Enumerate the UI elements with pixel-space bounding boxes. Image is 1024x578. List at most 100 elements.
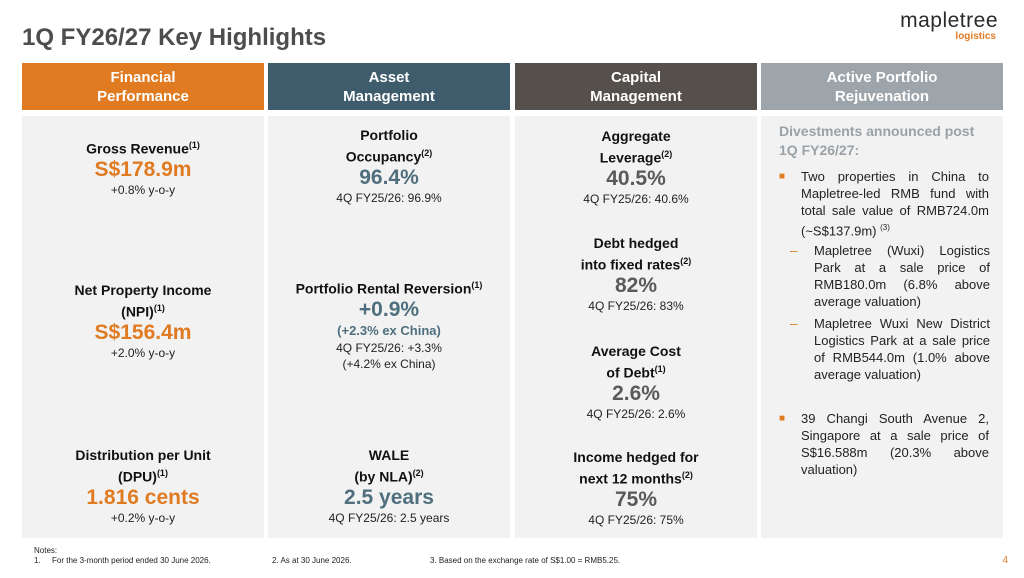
wale-metric: WALE (by NLA)(2) 2.5 years 4Q FY25/26: 2.… bbox=[268, 446, 510, 526]
npi-metric: Net Property Income (NPI)(1) S$156.4m +2.… bbox=[22, 281, 264, 361]
sub-bullet-text: Mapletree (Wuxi) Logistics Park at a sal… bbox=[814, 243, 990, 309]
metric-value: 1.816 cents bbox=[86, 485, 200, 509]
page-number: 4 bbox=[1002, 555, 1008, 566]
metric-comparison: 4Q FY25/26: 2.6% bbox=[586, 406, 686, 421]
footnote-ref: (1) bbox=[471, 280, 483, 290]
divestments-heading-line2: 1Q FY26/27: bbox=[779, 142, 860, 158]
metric-value: S$178.9m bbox=[94, 157, 192, 181]
metric-change: +0.8% y-o-y bbox=[110, 182, 176, 197]
metric-comparison: 4Q FY25/26: 83% bbox=[588, 298, 684, 313]
metric-comparison: 4Q FY25/26: 40.6% bbox=[583, 191, 689, 206]
logo-sub-text: logistics bbox=[955, 31, 996, 42]
note-3: 3. Based on the exchange rate of S$1.00 … bbox=[430, 556, 621, 565]
dpu-metric: Distribution per Unit (DPU)(1) 1.816 cent… bbox=[22, 446, 264, 526]
divestment-sub-bullet-wuxi-logistics: – Mapletree (Wuxi) Logistics Park at a s… bbox=[790, 242, 990, 310]
mapletree-logo: mapletree logistics bbox=[900, 10, 998, 42]
footnote-ref: (2) bbox=[681, 470, 693, 480]
bullet-text: Two properties in China to Mapletree-led… bbox=[801, 169, 989, 239]
divestment-bullet-china: ■ Two properties in China to Mapletree-l… bbox=[779, 168, 989, 239]
note-1: For the 3-month period ended 30 June 202… bbox=[52, 556, 211, 565]
dash-bullet-icon: – bbox=[790, 316, 798, 331]
income-hedged-metric: Income hedged for next 12 months(2) 75% 4… bbox=[515, 448, 757, 528]
metric-value: 96.4% bbox=[359, 165, 419, 189]
metric-value: S$156.4m bbox=[94, 320, 192, 344]
metric-value: 2.6% bbox=[612, 381, 660, 405]
metric-comparison: 4Q FY25/26: +3.3% bbox=[336, 340, 442, 355]
notes-section: Notes: bbox=[34, 545, 57, 556]
metric-value: 75% bbox=[614, 487, 658, 511]
divestments-heading-line1: Divestments announced post bbox=[779, 123, 975, 139]
footnote-ref: (3) bbox=[880, 223, 890, 232]
page-title: 1Q FY26/27 Key Highlights bbox=[22, 24, 327, 51]
metric-comparison-ex-china: (+4.2% ex China) bbox=[342, 356, 436, 371]
dash-bullet-icon: – bbox=[790, 243, 798, 258]
header-line2: Performance bbox=[97, 87, 189, 105]
metric-label-line2: Occupancy bbox=[345, 148, 422, 165]
financial-performance-panel: Gross Revenue(1) S$178.9m +0.8% y-o-y Ne… bbox=[22, 116, 264, 538]
header-line2: Management bbox=[343, 87, 435, 105]
metric-change: +2.0% y-o-y bbox=[110, 345, 176, 360]
metric-label-line1: Income hedged for bbox=[573, 449, 699, 465]
metric-label-line2: Leverage bbox=[599, 149, 662, 166]
footnote-ref: (2) bbox=[421, 148, 433, 158]
header-line1: Active Portfolio bbox=[826, 68, 938, 86]
metric-comparison: 4Q FY25/26: 96.9% bbox=[336, 190, 442, 205]
metric-ex-china: (+2.3% ex China) bbox=[337, 322, 441, 338]
divestment-sub-bullet-wuxi-new-district: – Mapletree Wuxi New District Logistics … bbox=[790, 315, 990, 383]
footnote-ref: (2) bbox=[412, 468, 424, 478]
metric-value: 40.5% bbox=[606, 166, 666, 190]
note-1-number: 1. bbox=[34, 556, 41, 565]
bullet-text: 39 Changi South Avenue 2, Singapore at a… bbox=[801, 411, 989, 477]
metric-label-line1: Net Property Income bbox=[74, 282, 212, 298]
footnote-ref: (1) bbox=[153, 303, 165, 313]
aggregate-leverage-metric: Aggregate Leverage(2) 40.5% 4Q FY25/26: 4… bbox=[515, 127, 757, 207]
metric-value: 82% bbox=[614, 273, 658, 297]
header-line1: Capital bbox=[610, 68, 661, 86]
metric-value: +0.9% bbox=[358, 297, 420, 321]
occupancy-metric: Portfolio Occupancy(2) 96.4% 4Q FY25/26: … bbox=[268, 126, 510, 206]
footnote-ref: (1) bbox=[188, 140, 200, 150]
header-line1: Financial bbox=[110, 68, 176, 86]
sub-bullet-text: Mapletree Wuxi New District Logistics Pa… bbox=[814, 316, 990, 382]
metric-label-line2: (by NLA) bbox=[354, 468, 413, 485]
asset-management-panel: Portfolio Occupancy(2) 96.4% 4Q FY25/26: … bbox=[268, 116, 510, 538]
logo-main-text: mapletree bbox=[900, 9, 998, 32]
metric-label-line2: (DPU) bbox=[118, 468, 157, 485]
header-line2: Rejuvenation bbox=[834, 87, 930, 105]
footnote-ref: (1) bbox=[654, 364, 666, 374]
rejuvenation-panel bbox=[761, 116, 1003, 538]
gross-revenue-metric: Gross Revenue(1) S$178.9m +0.8% y-o-y bbox=[22, 136, 264, 198]
metric-label-line1: Distribution per Unit bbox=[75, 447, 211, 463]
rental-reversion-metric: Portfolio Rental Reversion(1) +0.9% (+2.… bbox=[268, 276, 510, 372]
metric-change: +0.2% y-o-y bbox=[110, 510, 176, 525]
header-financial-performance: Financial Performance bbox=[22, 63, 264, 110]
capital-management-panel: Aggregate Leverage(2) 40.5% 4Q FY25/26: 4… bbox=[515, 116, 757, 538]
header-active-portfolio-rejuvenation: Active Portfolio Rejuvenation bbox=[761, 63, 1003, 110]
metric-label-line1: WALE bbox=[368, 447, 410, 463]
header-asset-management: Asset Management bbox=[268, 63, 510, 110]
metric-label-line1: Average Cost bbox=[591, 343, 681, 359]
square-bullet-icon: ■ bbox=[779, 413, 786, 424]
metric-label-line1: Debt hedged bbox=[593, 235, 679, 251]
header-capital-management: Capital Management bbox=[515, 63, 757, 110]
metric-label: Portfolio Rental Reversion bbox=[295, 280, 472, 297]
metric-label-line2: next 12 months bbox=[579, 470, 682, 487]
square-bullet-icon: ■ bbox=[779, 171, 786, 182]
debt-hedged-metric: Debt hedged into fixed rates(2) 82% 4Q FY… bbox=[515, 234, 757, 314]
divestments-heading: Divestments announced post 1Q FY26/27: bbox=[779, 122, 989, 160]
metric-comparison: 4Q FY25/26: 2.5 years bbox=[328, 510, 450, 525]
metric-label-line2: (NPI) bbox=[121, 303, 154, 320]
metric-comparison: 4Q FY25/26: 75% bbox=[588, 512, 684, 527]
footnote-ref: (1) bbox=[156, 468, 168, 478]
metric-value: 2.5 years bbox=[344, 485, 434, 509]
metric-label-line2: into fixed rates bbox=[580, 256, 681, 273]
note-2: 2. As at 30 June 2026. bbox=[272, 556, 352, 565]
metric-label-line1: Portfolio bbox=[360, 127, 418, 143]
average-cost-of-debt-metric: Average Cost of Debt(1) 2.6% 4Q FY25/26: … bbox=[515, 342, 757, 422]
footnote-ref: (2) bbox=[661, 149, 673, 159]
header-line2: Management bbox=[590, 87, 682, 105]
metric-label: Gross Revenue bbox=[86, 140, 189, 157]
metric-label-line2: of Debt bbox=[606, 364, 655, 381]
notes-heading: Notes: bbox=[34, 546, 58, 555]
header-line1: Asset bbox=[368, 68, 410, 86]
